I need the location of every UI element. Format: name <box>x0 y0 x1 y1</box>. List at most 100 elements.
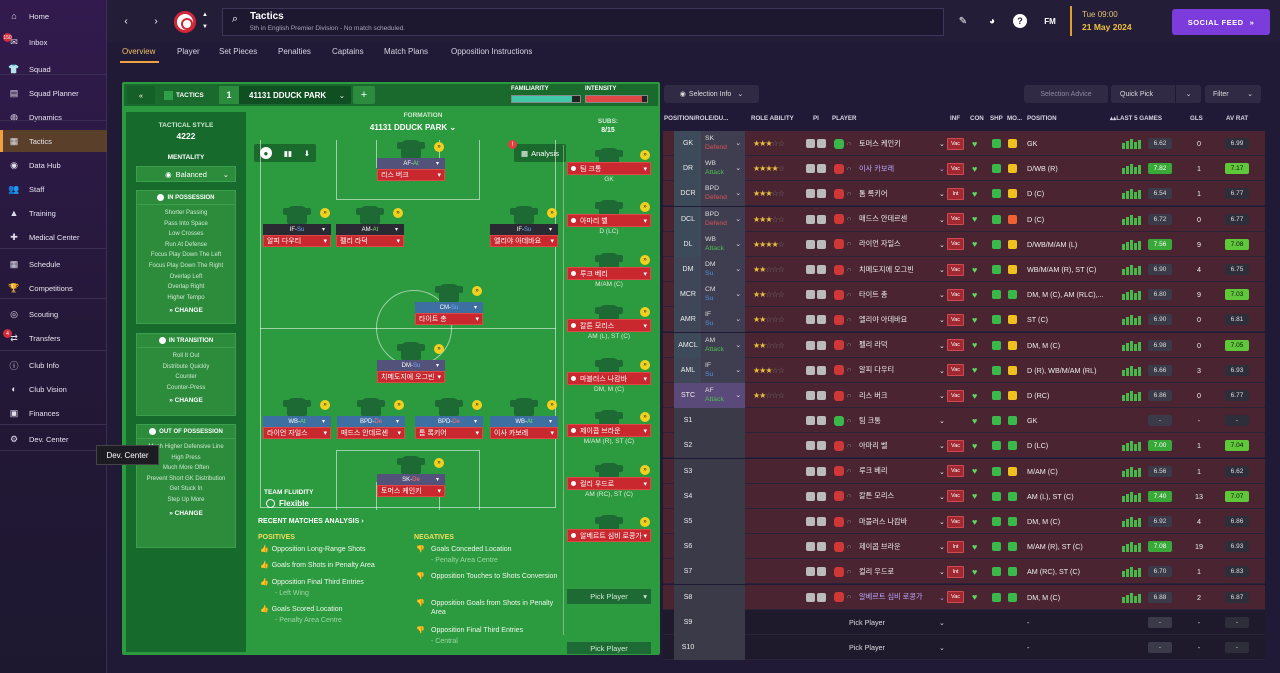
table-row[interactable]: S5 ∩ 마블러스 나캄바 ⌄ Vac ♥ DM, M (C) 6.92 4 6.86 <box>663 509 1265 534</box>
tab-captains[interactable]: Captains <box>332 47 364 56</box>
pi-icon[interactable] <box>817 592 826 602</box>
sidebar-item-home[interactable]: ⌂ Home <box>0 5 107 27</box>
stats-view-icon[interactable]: ▮▮ <box>283 148 292 158</box>
pitch-player[interactable]: IF - Su ▾ 엘리야 아데바요 ▾ <box>490 206 558 247</box>
table-row[interactable]: AML IF Su ⌄ ★★★☆☆ ∩ 알피 다우티 ⌄ Vac ♥ D (R), WB/M/AM … <box>663 357 1265 383</box>
pi-icons[interactable] <box>806 559 826 584</box>
pi-icon[interactable] <box>806 491 815 501</box>
col-last5[interactable]: ▴▴LAST 5 GAMES <box>1110 115 1162 122</box>
pick-player-dropdown[interactable]: Pick Player ▾ <box>567 589 651 604</box>
change-button[interactable]: » CHANGE <box>137 510 235 517</box>
sidebar-item-club-info[interactable]: ⓘ Club Info <box>0 354 107 376</box>
sub-player[interactable]: 아마리 벨 ▾ D (LC) <box>567 200 651 235</box>
sidebar-item-inbox[interactable]: ✉ Inbox 150 <box>0 31 107 53</box>
col-role-ability[interactable]: ROLE ABILITY <box>751 115 794 122</box>
table-row[interactable]: S6 ∩ 제이콥 브라운 ⌄ Int ♥ M/AM (R), ST (C) 7.08 19 6.9… <box>663 534 1265 560</box>
sub-player[interactable]: 컬리 우드로 ▾ AM (RC), ST (C) <box>567 463 651 498</box>
table-row[interactable]: DR WB Attack ⌄ ★★★★☆ ∩ 이사 카보레 ⌄ Vac ♥ D/WB (R) 7.82… <box>663 156 1265 182</box>
pi-icon[interactable] <box>817 542 826 552</box>
player-name[interactable]: 루크 베리 ⌄ <box>859 459 945 484</box>
back-button[interactable]: ‹ <box>124 15 128 27</box>
sidebar-item-staff[interactable]: 👥 Staff <box>0 178 107 200</box>
player-name[interactable]: 마블러스 나캄바 ⌄ <box>859 509 945 534</box>
pi-icon[interactable] <box>817 441 826 451</box>
table-row[interactable]: S7 ∩ 컬리 우드로 ⌄ Int ♥ AM (RC), ST (C) 6.70 1 6.83 <box>663 559 1265 585</box>
table-row[interactable]: S2 ∩ 아마리 벨 ⌄ Vac ♥ D (LC) 7.00 1 7.04 <box>663 433 1265 459</box>
pitch-player[interactable]: WB - At ▾ 이사 카보레 ▾ <box>490 398 558 439</box>
player-name[interactable]: 알피 다우티 ⌄ <box>859 358 945 383</box>
table-row[interactable]: S8 ∩ 알베르트 심비 로콩가 ⌄ Vac ♥ DM, M (C) 6.88 2 6.87 <box>663 584 1265 610</box>
pitch-player[interactable]: AM - At ▾ 펠리 라덕 ▾ <box>336 206 404 247</box>
pi-icons[interactable] <box>806 257 826 282</box>
pitch-player[interactable]: BPD - De ▾ 톰 록키어 ▾ <box>415 398 483 439</box>
sidebar-item-squad-planner[interactable]: ▤ Squad Planner <box>0 82 107 104</box>
role-cell[interactable]: DM Su ⌄ <box>701 257 745 282</box>
table-row[interactable]: S3 ∩ 루크 베리 ⌄ Vac ♥ M/AM (C) 6.56 1 6.62 <box>663 458 1265 484</box>
sidebar-item-finances[interactable]: ▣ Finances <box>0 402 107 424</box>
pi-icon[interactable] <box>817 365 826 375</box>
sidebar-item-schedule[interactable]: ▦ Schedule <box>0 253 107 275</box>
sub-player[interactable]: 팀 크통 ▾ GK <box>567 148 651 183</box>
sidebar-item-training[interactable]: ▲ Training <box>0 202 107 224</box>
intensity-bar[interactable] <box>585 95 648 103</box>
col-con[interactable]: CON <box>970 115 984 122</box>
table-row[interactable]: DCL BPD Defend ⌄ ★★★☆☆ ∩ 매드스 안데르센 ⌄ Vac ♥ D (C) 6.7… <box>663 206 1265 232</box>
pi-icon[interactable] <box>806 542 815 552</box>
pi-icon[interactable] <box>817 340 826 350</box>
role-cell[interactable]: WB Attack ⌄ <box>701 156 745 182</box>
pi-icon[interactable] <box>817 239 826 249</box>
pi-icons[interactable] <box>806 307 826 332</box>
table-row[interactable]: MCR CM Su ⌄ ★★☆☆☆ ∩ 타이트 총 ⌄ Vac ♥ DM, M (C), AM (R… <box>663 282 1265 308</box>
tab-penalties[interactable]: Penalties <box>278 47 311 56</box>
player-name[interactable]: 톰 록키어 ⌄ <box>859 181 945 206</box>
role-cell[interactable]: BPD Defend ⌄ <box>701 181 745 207</box>
pi-icon[interactable] <box>817 567 826 577</box>
pi-icons[interactable] <box>806 509 826 534</box>
sidebar-item-medical-center[interactable]: ✚ Medical Center <box>0 226 107 248</box>
role-cell[interactable]: SK Defend ⌄ <box>701 131 745 156</box>
player-name[interactable]: 컬리 우드로 ⌄ <box>859 559 945 584</box>
sidebar-item-dynamics[interactable]: ◍ Dynamics <box>0 106 107 128</box>
pi-icons[interactable] <box>806 232 826 257</box>
pi-icon[interactable] <box>806 164 815 174</box>
pi-icon[interactable] <box>806 139 815 148</box>
pi-icon[interactable] <box>817 214 826 224</box>
player-name[interactable]: 토머스 케인키 ⌄ <box>859 131 945 156</box>
player-name[interactable]: 칼튼 모리스 ⌄ <box>859 484 945 509</box>
sidebar-item-tactics[interactable]: ▦ Tactics <box>0 130 107 152</box>
pi-icon[interactable] <box>817 517 826 526</box>
pi-icons[interactable] <box>806 207 826 232</box>
pi-icon[interactable] <box>806 189 815 199</box>
player-name[interactable]: 엘리야 아데바요 ⌄ <box>859 307 945 332</box>
player-name[interactable]: 펠리 라덕 ⌄ <box>859 333 945 358</box>
table-row[interactable]: S10 Pick Player ⌄ - - - - <box>663 635 1265 660</box>
role-cell[interactable]: CM Su ⌄ <box>701 282 745 308</box>
sidebar-item-transfers[interactable]: ⇄ Transfers 4 <box>0 327 107 349</box>
table-row[interactable]: GK SK Defend ⌄ ★★★☆☆ ∩ 토머스 케인키 ⌄ Vac ♥ GK 6.62 0 6.99 <box>663 131 1265 156</box>
role-cell[interactable]: IF Su ⌄ <box>701 357 745 383</box>
table-row[interactable]: DCR BPD Defend ⌄ ★★★☆☆ ∩ 톰 록키어 ⌄ Int ♥ D (C) 6.54 1 6… <box>663 181 1265 207</box>
player-name[interactable]: 매드스 안데르센 ⌄ <box>859 207 945 232</box>
chevron-down-icon[interactable]: ⌄ <box>1175 85 1201 103</box>
pitch-player[interactable]: BPD - De ▾ 매드스 안데르센 ▾ <box>337 398 405 439</box>
club-crest-icon[interactable] <box>174 11 196 33</box>
chevron-up-icon[interactable]: ▲ <box>202 12 208 18</box>
familiarity-bar[interactable] <box>511 95 581 103</box>
quick-pick-button[interactable]: Quick Pick ⌄ <box>1111 85 1201 103</box>
player-name[interactable]: 타이트 총 ⌄ <box>859 282 945 307</box>
pi-icons[interactable] <box>806 585 826 610</box>
table-row[interactable]: S4 ∩ 칼튼 모리스 ⌄ Vac ♥ AM (L), ST (C) 7.40 13 7.07 <box>663 483 1265 509</box>
tab-set-pieces[interactable]: Set Pieces <box>219 47 258 56</box>
player-name[interactable]: Pick Player ⌄ <box>849 610 945 635</box>
player-name[interactable]: 이사 카보레 ⌄ <box>859 156 945 181</box>
pitch-player[interactable]: SK - De ▾ 토머스 케인키 ▾ <box>377 456 445 497</box>
edit-icon[interactable]: ✎ <box>958 15 968 27</box>
search-icon[interactable]: ⌕ <box>231 12 239 25</box>
in-possession-box[interactable]: IN POSSESSION Shorter Passing Pass Into Sp… <box>136 190 236 324</box>
col-player[interactable]: PLAYER <box>832 115 857 122</box>
sidebar-item-squad[interactable]: 👕 Squad <box>0 58 107 80</box>
pi-icon[interactable] <box>817 265 826 274</box>
pi-icon[interactable] <box>806 592 815 602</box>
role-cell[interactable]: BPD Defend ⌄ <box>701 206 745 232</box>
sub-player[interactable]: 칼튼 모리스 ▾ AM (L), ST (C) <box>567 305 651 340</box>
